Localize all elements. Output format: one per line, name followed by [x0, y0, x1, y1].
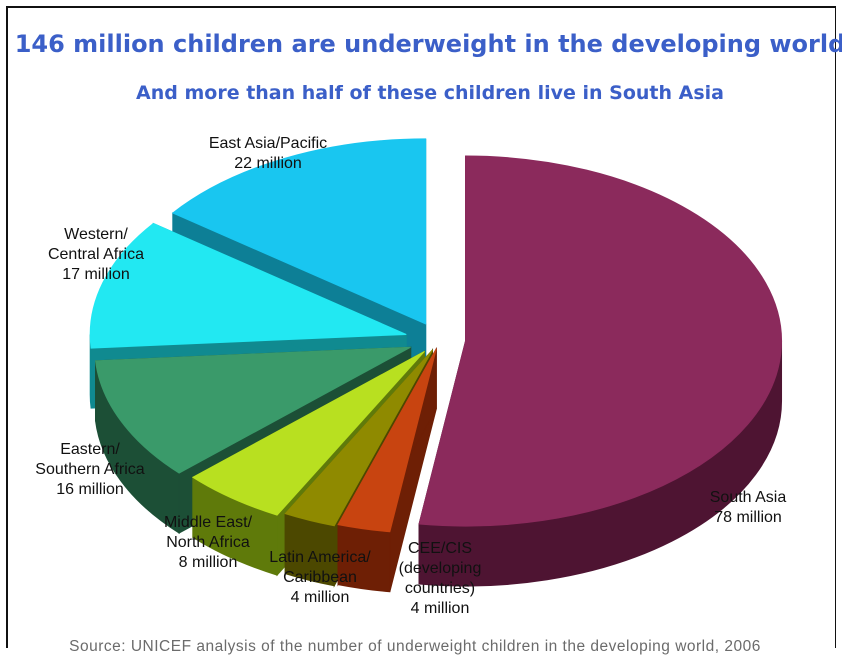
slice-label: Latin America/Caribbean 4 million	[269, 549, 371, 606]
slice-top	[171, 138, 427, 325]
slice-top	[337, 348, 437, 533]
slice-top	[418, 155, 783, 527]
chart-title: 146 million children are underweight in …	[15, 30, 842, 58]
slice-label: East Asia/Pacific 22 million	[209, 135, 327, 172]
pie-slices	[89, 138, 783, 593]
chart-frame	[6, 6, 836, 648]
slice-top	[191, 350, 425, 516]
source-note: Source: UNICEF analysis of the number of…	[69, 638, 761, 655]
slice-labels: South Asia 78 million CEE/CIS (developing co…	[35, 135, 786, 617]
slice-label: South Asia 78 million	[710, 489, 787, 526]
slice-label: CEE/CIS (developing countries) 4 million	[399, 540, 482, 617]
pie-slice	[418, 155, 783, 587]
slice-label: Eastern/Southern Africa 16 million	[35, 441, 145, 498]
chart-subtitle: And more than half of these children liv…	[136, 82, 724, 104]
slice-top	[89, 222, 407, 349]
pie-slice	[337, 346, 437, 593]
slice-top	[94, 346, 411, 474]
slice-label: Western/Central Africa 17 million	[48, 226, 144, 283]
slice-top	[284, 349, 433, 527]
slice-label: Middle East/North Africa 8 million	[164, 514, 253, 571]
